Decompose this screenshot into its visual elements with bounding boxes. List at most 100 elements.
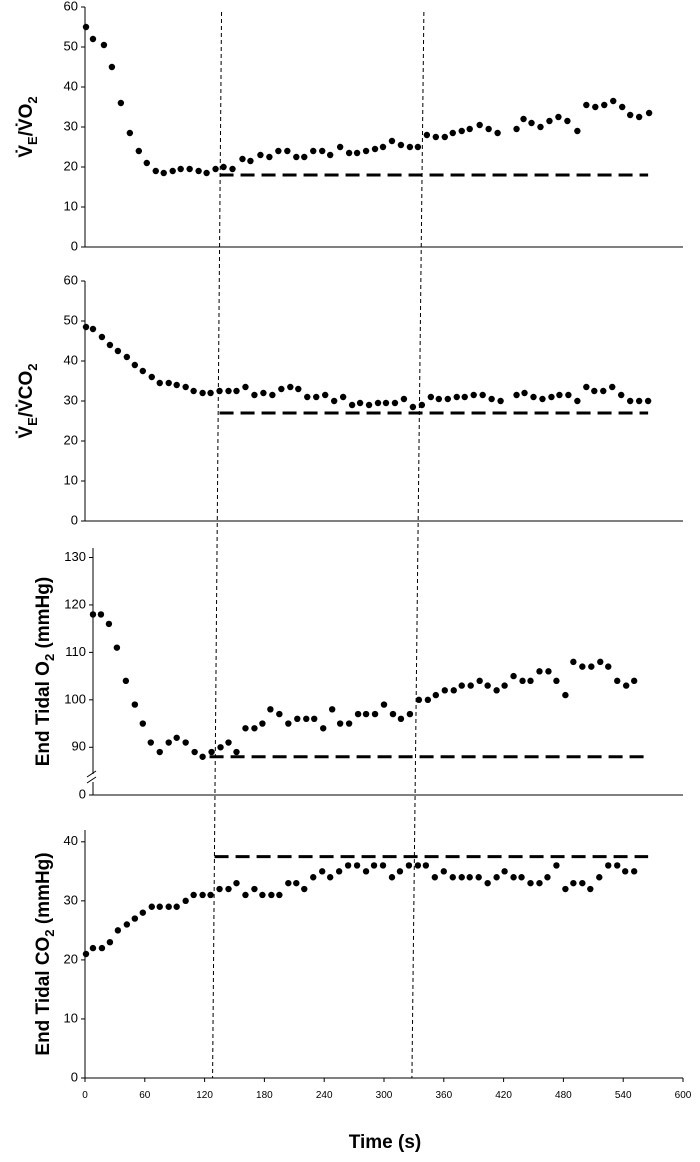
data-point xyxy=(553,677,560,685)
data-point xyxy=(431,874,439,881)
data-point xyxy=(601,101,608,109)
y-axis-label-part: E xyxy=(25,136,40,145)
data-point xyxy=(233,748,240,756)
data-point xyxy=(301,153,308,161)
x-tick-label: 300 xyxy=(376,1090,393,1101)
y-tick-label: 50 xyxy=(64,312,78,327)
data-point xyxy=(374,399,382,407)
y-tick-label: 30 xyxy=(64,392,78,407)
data-point xyxy=(123,353,131,361)
data-point xyxy=(122,677,130,685)
data-point xyxy=(362,868,370,875)
data-point xyxy=(521,389,528,397)
data-point xyxy=(156,379,163,387)
data-point xyxy=(544,874,551,881)
x-tick-label: 60 xyxy=(139,1090,151,1101)
data-point xyxy=(418,401,426,409)
data-point xyxy=(382,399,390,407)
data-point xyxy=(131,915,139,922)
data-point xyxy=(388,137,396,145)
data-point xyxy=(345,720,353,727)
y-axis-label: V̇E/V̇O2 xyxy=(15,96,40,157)
data-point xyxy=(275,147,282,155)
data-point xyxy=(397,715,405,723)
data-point xyxy=(605,862,612,869)
data-point xyxy=(190,387,197,395)
data-point xyxy=(233,879,240,887)
data-point xyxy=(139,367,147,375)
data-point xyxy=(336,143,344,151)
data-point xyxy=(310,874,317,881)
y-tick-label: 20 xyxy=(64,951,78,966)
data-point xyxy=(165,739,172,746)
data-point xyxy=(143,159,150,167)
data-point xyxy=(536,879,543,887)
data-point xyxy=(562,691,569,699)
y-tick-label: 40 xyxy=(64,352,78,367)
y-tick-label: 30 xyxy=(64,118,78,133)
y-tick-label: 0 xyxy=(71,238,78,253)
data-point xyxy=(630,868,638,875)
data-point xyxy=(303,715,310,723)
data-point xyxy=(397,141,405,149)
data-point xyxy=(476,677,483,685)
data-point xyxy=(570,658,577,666)
data-point xyxy=(449,874,456,881)
threshold-line xyxy=(212,11,223,1079)
data-point xyxy=(199,891,206,899)
data-point xyxy=(400,395,408,403)
data-point xyxy=(113,644,121,651)
data-point xyxy=(424,696,432,704)
data-point xyxy=(199,389,206,397)
data-point xyxy=(574,397,581,405)
data-point xyxy=(370,862,378,869)
data-point xyxy=(458,127,465,135)
data-point xyxy=(123,921,131,928)
y-tick-label: 100 xyxy=(64,691,86,706)
y-axis-label-part: 2 xyxy=(25,96,40,103)
data-point xyxy=(484,682,491,689)
y-tick-label: 40 xyxy=(64,833,78,848)
data-point xyxy=(259,891,266,899)
data-point xyxy=(208,748,215,756)
data-point xyxy=(319,147,326,155)
x-axis-label: Time (s) xyxy=(349,1132,422,1153)
data-point xyxy=(225,739,232,746)
data-point xyxy=(528,119,535,127)
y-tick-label: 10 xyxy=(64,1010,78,1025)
data-point xyxy=(591,387,598,395)
data-point xyxy=(251,885,258,893)
data-point xyxy=(339,393,347,401)
data-point xyxy=(97,611,105,618)
data-point xyxy=(450,687,457,694)
data-point xyxy=(165,379,172,387)
data-point xyxy=(320,725,327,732)
data-point xyxy=(579,663,586,670)
data-point xyxy=(105,620,113,628)
data-point xyxy=(82,323,90,331)
data-point xyxy=(225,885,232,893)
y-tick-label: 30 xyxy=(64,892,78,907)
data-point xyxy=(177,165,184,173)
data-point xyxy=(285,879,292,887)
data-point xyxy=(182,383,189,391)
data-point xyxy=(242,383,249,391)
data-point xyxy=(444,395,451,403)
data-point xyxy=(493,874,500,881)
data-point xyxy=(605,663,612,670)
data-point xyxy=(537,123,544,131)
data-point xyxy=(379,862,387,869)
y-axis-label-part: (mmHg) xyxy=(33,577,54,654)
y-tick-label: 40 xyxy=(64,78,78,93)
data-point xyxy=(449,129,456,137)
data-point xyxy=(330,397,338,405)
data-point xyxy=(217,744,224,751)
y-tick-label: 20 xyxy=(64,158,78,173)
data-point xyxy=(432,691,440,699)
data-point xyxy=(485,125,492,133)
y-tick-label: 0 xyxy=(71,512,78,527)
data-point xyxy=(242,891,249,899)
data-point xyxy=(82,23,90,31)
data-point xyxy=(301,885,308,893)
data-point xyxy=(293,153,300,161)
